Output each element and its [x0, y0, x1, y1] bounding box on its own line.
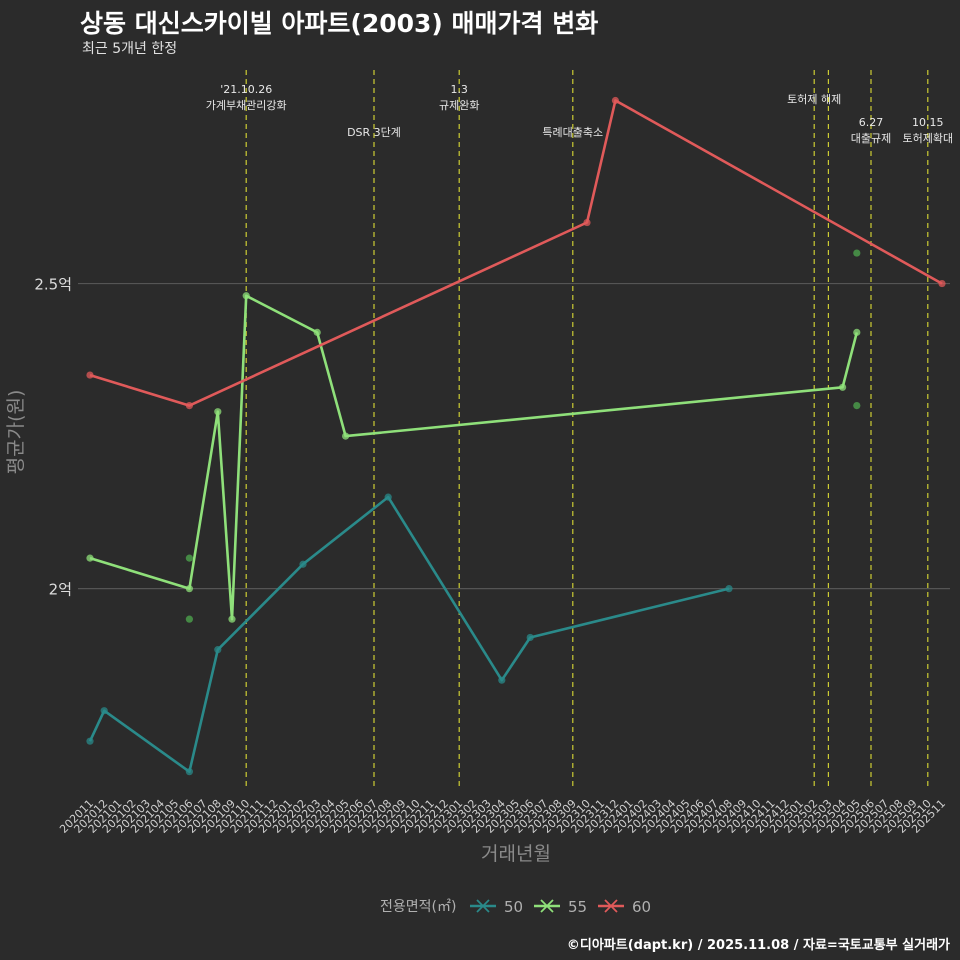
data-point-50 [299, 560, 307, 568]
legend-label: 55 [568, 898, 587, 916]
source-caption: ©디아파트(dapt.kr) / 2025.11.08 / 자료=국토교통부 실… [566, 938, 950, 953]
series-line-55 [89, 294, 859, 621]
data-point-60 [611, 96, 620, 105]
event-policy-label: 가계부채관리강화 [206, 99, 287, 112]
data-point-50 [526, 633, 534, 642]
data-point-55 [228, 615, 236, 623]
event-policy-label: 대출규제 [851, 132, 891, 145]
data-point-60 [938, 279, 946, 288]
data-point-55 [242, 292, 250, 300]
event-date-label: 10.15 [912, 116, 944, 129]
data-point-50 [384, 493, 392, 501]
legend-items: 50 55 60 [470, 898, 651, 916]
data-point-50 [725, 585, 733, 593]
event-date-label: '21.10.26 [220, 83, 272, 96]
data-point-50 [214, 646, 222, 654]
legend-item-55: 55 [534, 898, 587, 916]
y-tick-label: 2.5억 [34, 276, 72, 294]
data-point-55 [839, 383, 847, 391]
data-point-60 [185, 401, 193, 410]
data-point-55 [342, 432, 350, 440]
point-layer [86, 96, 946, 776]
data-point-60 [583, 218, 591, 227]
data-point-50 [185, 768, 193, 776]
legend-swatch-cross [476, 899, 490, 913]
legend-item-60: 60 [598, 898, 651, 916]
data-point-55 [214, 408, 222, 416]
data-point-55 [86, 554, 94, 562]
scatter-point [853, 401, 861, 410]
axis-layer: 2억2.5억2020112020122021012021022021032021… [34, 276, 948, 836]
legend-label: 60 [632, 898, 651, 916]
data-point-50 [498, 676, 506, 684]
data-point-55 [313, 328, 321, 336]
legend-title: 전용면적(㎡) [380, 899, 456, 915]
data-point-50 [86, 737, 94, 745]
series-line-50 [88, 495, 730, 773]
chart-subtitle: 최근 5개년 한정 [82, 41, 178, 57]
data-point-55 [185, 585, 193, 593]
data-point-60 [86, 371, 94, 379]
series-layer [88, 99, 943, 773]
event-policy-label: 규제완화 [439, 99, 479, 112]
x-axis-title: 거래년월 [481, 843, 551, 865]
data-point-55 [853, 328, 861, 336]
legend-item-50: 50 [470, 898, 523, 916]
chart-title: 상동 대신스카이빌 아파트(2003) 매매가격 변화 [80, 9, 599, 38]
event-date-label: 1.3 [450, 83, 468, 96]
legend-swatch-cross [604, 899, 618, 913]
y-tick-label: 2억 [49, 581, 72, 599]
event-date-label: 6.27 [859, 116, 884, 129]
grid-layer [78, 282, 950, 590]
event-policy-label: 특례대출축소 [542, 126, 603, 139]
event-policy-label: 토허제확대 [902, 132, 953, 145]
y-axis-title: 평균가(원) [5, 390, 27, 475]
event-policy-label: 토허제 해제 [787, 92, 841, 106]
event-policy-label: DSR 3단계 [347, 126, 401, 139]
scatter-point [185, 554, 193, 562]
scatter-point [185, 615, 193, 623]
legend-swatch-cross [540, 899, 554, 913]
legend-label: 50 [504, 898, 523, 916]
scatter-point [853, 249, 861, 257]
legend: 전용면적(㎡) 50 55 60 [380, 898, 651, 916]
data-point-50 [100, 707, 108, 715]
